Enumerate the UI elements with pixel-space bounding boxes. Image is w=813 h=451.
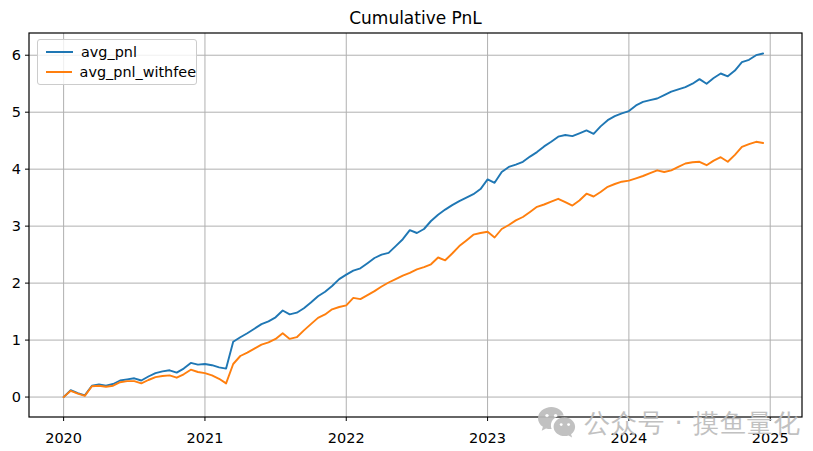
- legend-line-swatch: [46, 71, 72, 73]
- x-tick-label: 2024: [610, 430, 647, 446]
- legend-item-avg-pnl: avg_pnl: [46, 45, 196, 59]
- y-tick-label: 0: [12, 389, 21, 405]
- legend-label: avg_pnl_withfee: [80, 65, 196, 79]
- plot-frame: [29, 33, 802, 417]
- series-line-avg_pnl: [64, 54, 764, 398]
- x-tick-label: 2022: [328, 430, 365, 446]
- y-tick-label: 4: [12, 161, 21, 177]
- x-tick-label: 2025: [752, 430, 789, 446]
- x-tick-label: 2020: [45, 430, 82, 446]
- series-layer: [64, 54, 764, 398]
- grid-layer: [29, 33, 802, 417]
- series-line-avg_pnl_withfee: [64, 142, 764, 397]
- tick-layer: [25, 55, 770, 421]
- legend-label: avg_pnl: [81, 45, 137, 59]
- y-tick-label: 5: [12, 104, 21, 120]
- x-tick-label: 2023: [469, 430, 506, 446]
- legend: avg_pnl avg_pnl_withfee: [37, 39, 197, 85]
- y-tick-label: 6: [12, 47, 21, 63]
- y-tick-label: 3: [12, 218, 21, 234]
- y-tick-label: 1: [12, 332, 21, 348]
- figure: Cumulative PnL 2020202120222023202420250…: [0, 0, 813, 451]
- tick-label-layer: 2020 2021 2022 2023 2024 2025 0 1 2 3 4 5 6: [12, 47, 789, 446]
- legend-item-avg-pnl-withfee: avg_pnl_withfee: [46, 65, 196, 79]
- x-tick-label: 2021: [186, 430, 223, 446]
- legend-line-swatch: [46, 51, 73, 53]
- y-tick-label: 2: [12, 275, 21, 291]
